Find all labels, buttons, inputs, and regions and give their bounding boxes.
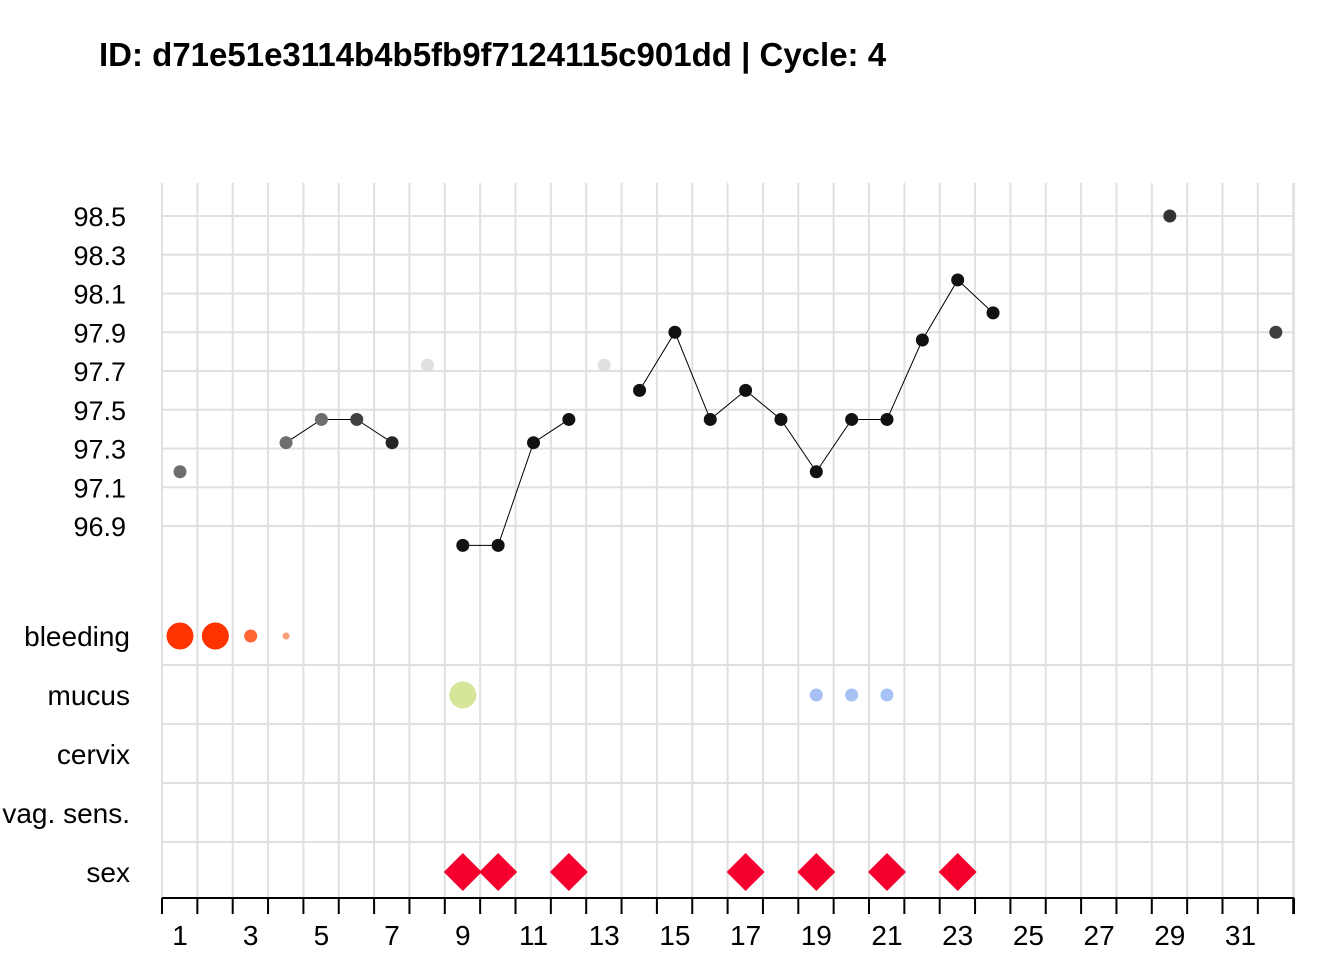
temperature-line [285,279,994,546]
temperature-point [880,412,894,426]
row-label: mucus [48,680,130,711]
mucus-point [880,688,894,702]
x-tick-label: 7 [384,920,400,951]
sex-marker [797,853,836,891]
temperature-point [845,412,859,426]
temperature-point [809,465,823,479]
y-tick-label: 97.9 [73,318,126,348]
temperature-point [279,436,293,450]
y-axis-ticks: 96.9 97.1 97.3 97.5 97.7 97.9 98.1 98.3 98.5 [73,202,126,542]
mucus-point [809,688,823,702]
temperature-point [986,306,1000,320]
y-tick-label: 97.7 [73,357,126,387]
chart-title: ID: d71e51e3114b4b5fb9f7124115c901dd | C… [99,36,887,73]
row-label: cervix [57,739,130,770]
temperature-point [350,412,364,426]
x-tick-label: 27 [1084,920,1115,951]
sex-marker [479,853,518,891]
row-label: sex [86,857,130,888]
y-tick-label: 96.9 [73,512,126,542]
temperature-point [420,358,434,372]
temperature-point [1269,325,1283,339]
grid [161,183,1295,898]
x-tick-label: 13 [589,920,620,951]
x-tick-label: 3 [243,920,259,951]
x-tick-label: 25 [1013,920,1044,951]
temperature-point [951,273,965,287]
sex-marker [868,853,906,891]
temperature-point [314,412,328,426]
x-tick-label: 5 [314,920,330,951]
y-tick-label: 98.1 [73,280,126,310]
bleeding-point [282,632,290,640]
x-tick-label: 21 [871,920,902,951]
y-tick-label: 98.3 [73,241,126,271]
temperature-point [739,383,753,397]
bleeding-point [201,622,229,650]
x-tick-label: 9 [455,920,471,951]
mucus-point [845,688,859,702]
bleeding-point [244,629,258,643]
mucus-row [449,681,894,709]
temperature-point [173,465,187,479]
bleeding-row [166,622,290,650]
temperature-point [703,412,717,426]
row-label: vag. sens. [2,798,130,829]
y-tick-label: 98.5 [73,202,126,232]
temperature-point [633,383,647,397]
x-tick-label: 23 [942,920,973,951]
x-tick-label: 11 [519,920,548,951]
x-tick-label: 15 [659,920,690,951]
temperature-segment [462,419,570,546]
temperature-segment [285,418,393,444]
temperature-point [915,333,929,347]
y-tick-label: 97.1 [73,473,126,503]
row-labels: bleeding mucus cervix vag. sens. sex [2,621,130,888]
x-tick-label: 19 [801,920,832,951]
row-label: bleeding [24,621,130,652]
x-tick-label: 17 [730,920,761,951]
x-axis: 1 3 5 7 9 11 13 15 17 19 21 23 25 27 29 31 [161,897,1295,951]
sex-row [443,853,977,891]
sex-marker [549,853,588,891]
temperature-point [1163,209,1177,223]
mucus-point [449,681,477,709]
temperature-point [597,358,611,372]
x-tick-label: 1 [172,920,188,951]
y-tick-label: 97.3 [73,435,126,465]
temperature-point [668,325,682,339]
sex-marker [443,853,482,891]
temperature-point [774,412,788,426]
temperature-point [562,412,576,426]
x-tick-label: 29 [1154,920,1185,951]
temperature-points [173,209,1283,552]
x-tick-label: 31 [1225,920,1256,951]
y-tick-label: 97.5 [73,396,126,426]
bleeding-point [166,622,194,650]
temperature-point [527,436,540,450]
temperature-point [491,538,505,552]
temperature-point [385,436,399,450]
sex-marker [938,853,977,891]
temperature-point [456,538,470,552]
sex-marker [726,853,765,891]
